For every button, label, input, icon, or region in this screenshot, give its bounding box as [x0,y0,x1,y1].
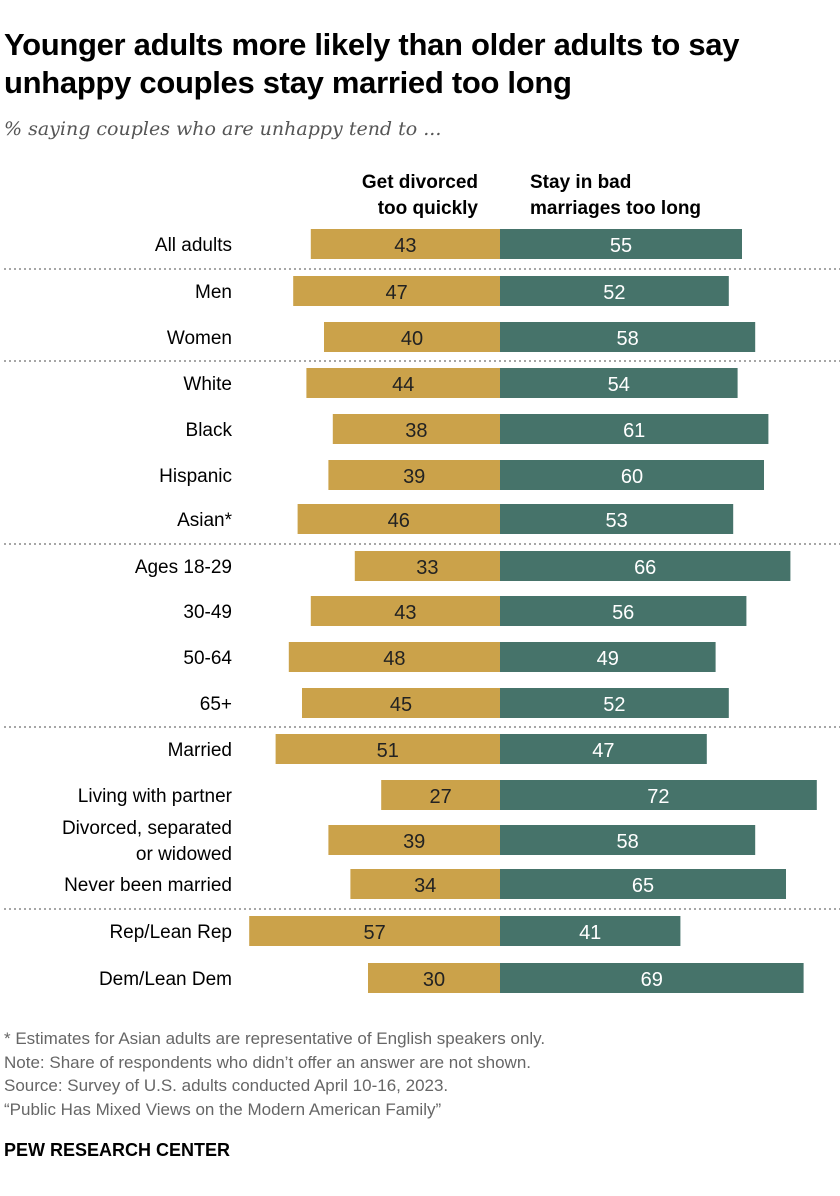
data-label-stay-too-long: 66 [634,557,656,579]
category-label: Women [167,328,232,349]
bar-divorced-quickly [293,276,500,306]
bar-stay-too-long [500,414,769,444]
bar-stay-too-long [500,596,747,626]
bar-stay-too-long [500,916,681,946]
category-label: 65+ [200,694,232,715]
category-label: Men [195,282,232,303]
note-nonresponse: Note: Share of respondents who didn’t of… [4,1052,532,1072]
data-label-divorced-quickly: 33 [416,557,438,579]
bar-stay-too-long [500,869,786,899]
notes: * Estimates for Asian adults are represe… [4,1027,545,1121]
legend-divorced-quickly: Get divorced too quickly [362,172,479,219]
data-label-divorced-quickly: 27 [429,786,451,808]
bar-stay-too-long [500,368,738,398]
category-label: Dem/Lean Dem [99,969,232,990]
chart-subtitle: % saying couples who are unhappy tend to… [4,118,442,140]
bar-stay-too-long [500,460,764,490]
data-label-stay-too-long: 54 [608,374,630,396]
data-label-divorced-quickly: 40 [401,328,423,350]
category-label: Black [186,420,233,441]
bar-divorced-quickly [332,414,500,444]
category-label: 30-49 [183,602,232,623]
bar-divorced-quickly [275,734,500,764]
bar-divorced-quickly [288,642,500,672]
data-label-divorced-quickly: 51 [377,740,399,762]
bar-divorced-quickly [324,322,500,352]
bar-divorced-quickly [306,368,500,398]
bar-divorced-quickly [381,780,500,810]
data-label-divorced-quickly: 39 [403,466,425,488]
data-label-divorced-quickly: 45 [390,694,412,716]
bar-divorced-quickly [302,688,500,718]
bar-stay-too-long [500,963,804,993]
bar-divorced-quickly [354,551,500,581]
bar-stay-too-long [500,642,716,672]
chart-title: Younger adults more likely than older ad… [4,27,740,100]
data-label-stay-too-long: 72 [647,786,669,808]
bar-stay-too-long [500,780,817,810]
data-label-stay-too-long: 53 [605,510,627,532]
bar-divorced-quickly [328,825,500,855]
category-label: Married [168,740,232,761]
category-label: Living with partner [78,786,233,807]
data-label-stay-too-long: 60 [621,466,643,488]
bar-divorced-quickly [249,916,500,946]
category-label: Never been married [64,875,232,896]
bar-divorced-quickly [310,596,500,626]
data-label-divorced-quickly: 30 [423,969,445,991]
bar-chart: Get divorced too quickly Stay in bad marria… [4,172,840,993]
category-label: 50-64 [183,648,232,669]
bar-divorced-quickly [310,229,500,259]
data-label-stay-too-long: 47 [592,740,614,762]
bar-stay-too-long [500,825,756,855]
bar-stay-too-long [500,504,734,534]
category-label: Asian* [177,510,233,531]
data-label-stay-too-long: 52 [603,694,625,716]
bar-divorced-quickly [328,460,500,490]
data-label-stay-too-long: 55 [610,235,632,257]
bar-stay-too-long [500,229,742,259]
bar-divorced-quickly [350,869,500,899]
data-label-stay-too-long: 61 [623,420,645,442]
data-label-stay-too-long: 69 [641,969,663,991]
data-label-divorced-quickly: 38 [405,420,427,442]
data-label-stay-too-long: 58 [616,328,638,350]
note-source: Source: Survey of U.S. adults conducted … [4,1076,449,1095]
data-label-divorced-quickly: 43 [394,602,416,624]
data-label-stay-too-long: 65 [632,875,654,897]
data-label-divorced-quickly: 48 [383,648,405,670]
bar-stay-too-long [500,551,791,581]
bar-stay-too-long [500,322,756,352]
category-label: Rep/Lean Rep [109,922,232,943]
note-report: “Public Has Mixed Views on the Modern Am… [4,1099,442,1119]
data-label-divorced-quickly: 47 [385,282,407,304]
data-label-stay-too-long: 49 [597,648,619,670]
category-label: White [183,374,232,395]
legend-stay-too-long: Stay in bad marriages too long [530,172,701,219]
data-label-stay-too-long: 41 [579,922,601,944]
data-label-divorced-quickly: 46 [388,510,410,532]
bar-stay-too-long [500,734,707,764]
data-label-stay-too-long: 52 [603,282,625,304]
data-label-divorced-quickly: 44 [392,374,414,396]
bar-stay-too-long [500,688,729,718]
data-label-divorced-quickly: 34 [414,875,436,897]
data-label-stay-too-long: 56 [612,602,634,624]
data-label-divorced-quickly: 39 [403,831,425,853]
category-label: Hispanic [159,466,232,487]
bar-divorced-quickly [297,504,500,534]
data-label-divorced-quickly: 43 [394,235,416,257]
category-label: All adults [155,235,232,256]
brand-logo-text: PEW RESEARCH CENTER [4,1140,231,1160]
bar-divorced-quickly [368,963,500,993]
category-label: Divorced, separated or widowed [62,818,232,865]
category-label: Ages 18-29 [135,557,232,578]
data-label-divorced-quickly: 57 [363,922,385,944]
data-label-stay-too-long: 58 [616,831,638,853]
bar-stay-too-long [500,276,729,306]
note-asian: * Estimates for Asian adults are represe… [4,1029,546,1048]
